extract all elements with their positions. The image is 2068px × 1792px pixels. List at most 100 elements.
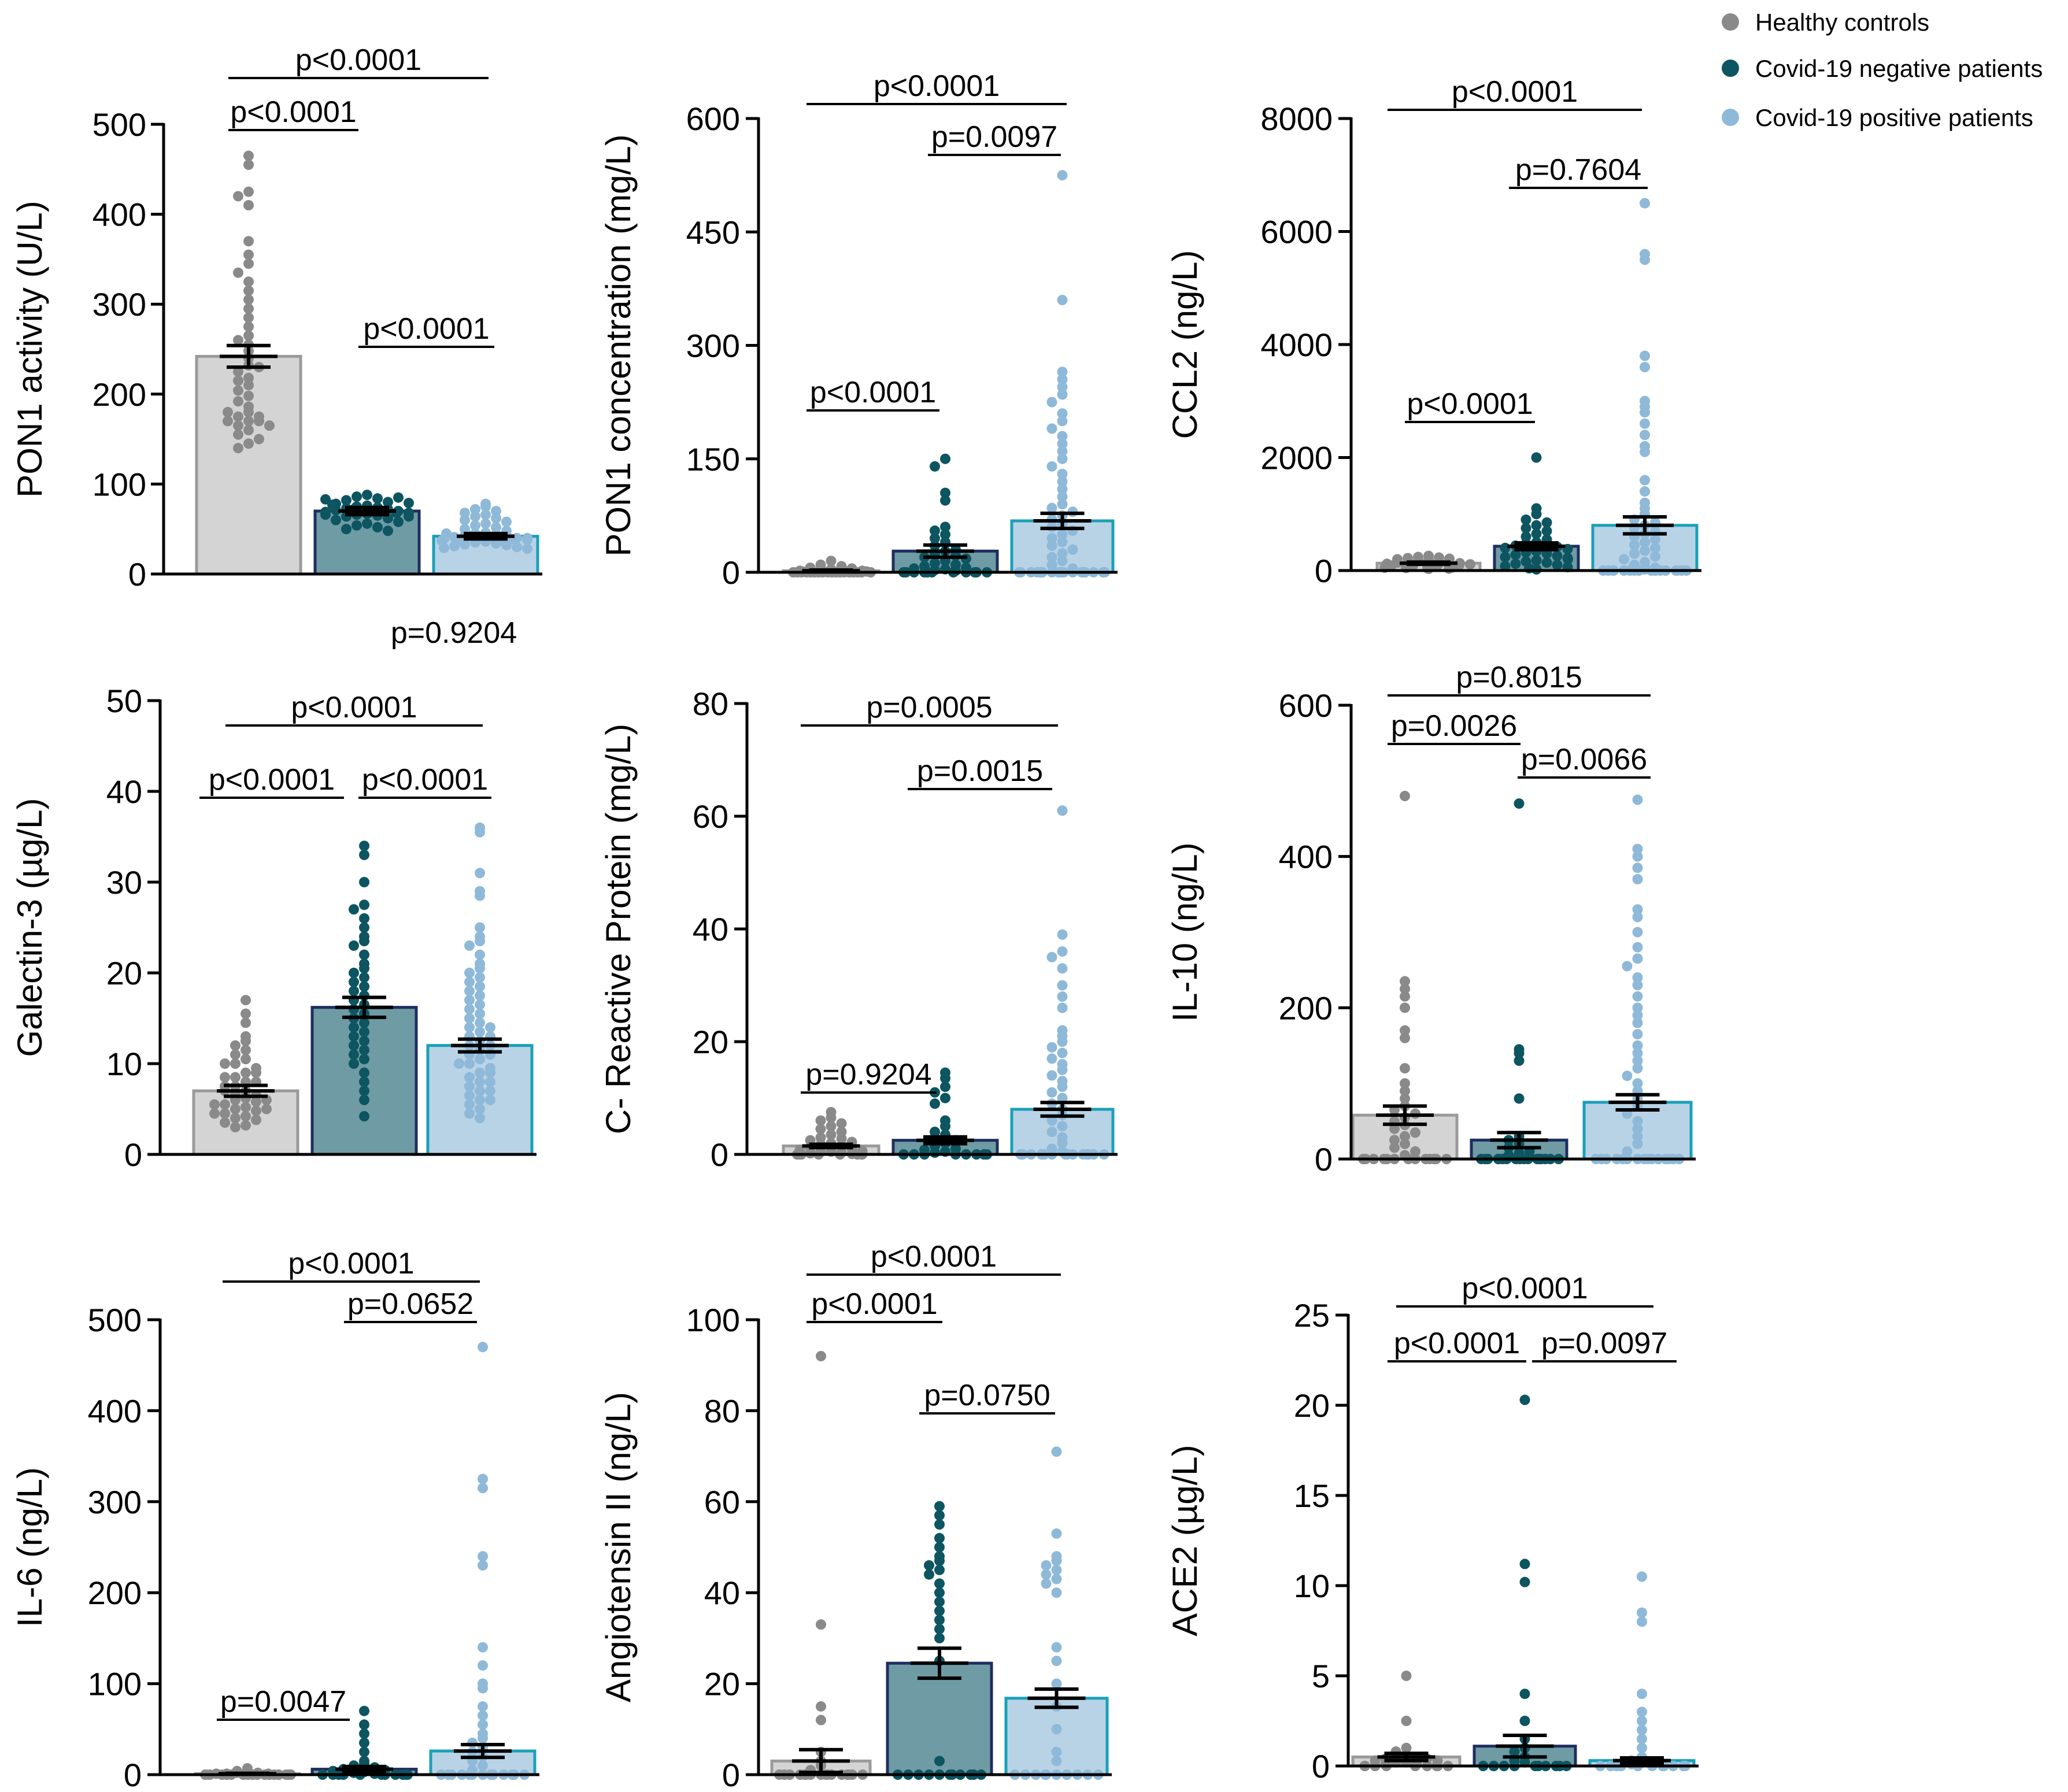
data-point-4-2-11 [1046,1042,1057,1053]
data-point-6-1-3 [359,1737,369,1748]
y-tick-label-8-0: 0 [1312,1748,1330,1784]
data-point-2-0-14 [1465,559,1475,570]
data-point-5-0-10 [1400,1093,1410,1104]
data-point-8-1-1 [1519,1558,1530,1569]
p-value-label-6-2: p=0.0047 [220,1685,346,1719]
p-value-label-7-2: p=0.0750 [924,1379,1050,1412]
y-axis-label-6: IL-6 (ng/L) [10,1467,49,1627]
data-point-3-2-13 [475,972,485,983]
data-point-4-2-10 [1057,1036,1068,1047]
data-point-2-1-30 [1510,558,1521,569]
data-point-8-2-0 [1637,1571,1647,1582]
data-point-2-1-23 [1552,550,1563,561]
data-point-4-2-12 [1057,1047,1068,1058]
data-point-0-0-33 [254,434,264,445]
data-point-2-1-29 [1541,557,1552,568]
data-point-0-0-12 [243,303,254,314]
y-tick-label-5-1: 200 [1279,990,1333,1026]
data-point-0-0-1 [243,160,254,171]
data-point-0-1-25 [341,524,352,535]
data-point-2-1-2 [1531,509,1542,520]
data-point-3-2-8 [464,940,475,951]
data-point-2-2-9 [1640,430,1650,440]
data-point-3-2-47 [454,1058,464,1069]
data-point-3-1-35 [359,1076,369,1087]
data-point-3-2-40 [475,1094,485,1105]
data-point-5-2-28 [1632,1116,1643,1127]
data-point-3-2-16 [464,986,475,997]
y-tick-label-4-0: 0 [711,1136,728,1173]
data-point-4-1-7 [940,1121,950,1132]
data-point-4-0-4 [826,1121,837,1132]
data-point-5-0-23 [1410,1146,1420,1157]
legend-marker-0 [1722,13,1739,31]
p-value-label-6-0: p<0.0001 [288,1247,414,1280]
data-point-3-2-21 [475,1008,485,1019]
data-point-3-0-24 [251,1105,261,1116]
data-point-1-2-14 [1046,461,1057,472]
p-value-label-5-1: p=0.0026 [1391,709,1517,743]
data-point-7-2-8 [1041,1578,1052,1589]
legend-label-0: Healthy controls [1755,9,1929,36]
error-bar-5-2 [1608,1093,1667,1112]
data-point-0-0-30 [233,420,243,431]
p-value-label-0-1: p<0.0001 [230,95,356,129]
data-point-6-2-2 [478,1483,488,1494]
data-point-2-2-28 [1640,545,1650,556]
legend-marker-1 [1722,60,1739,77]
y-tick-label-4-1: 20 [693,1024,728,1060]
data-point-8-2-3 [1637,1689,1647,1700]
data-point-3-1-30 [359,1045,369,1056]
data-point-1-2-2 [1057,366,1068,377]
data-point-3-1-4 [349,904,359,915]
data-point-2-2-3 [1640,350,1650,361]
data-point-3-2-18 [464,995,475,1006]
data-point-2-1-22 [1510,549,1521,560]
y-tick-label-1-2: 300 [686,328,740,364]
data-point-7-2-11 [1051,1656,1062,1667]
data-point-3-0-20 [251,1096,261,1107]
data-point-0-0-14 [243,321,254,332]
chart-panel-4: 0 20 40 60 80 C- Reactive Protein (mg/L) p=0.0… [599,686,1118,1173]
y-tick-label-8-2: 10 [1294,1568,1330,1604]
y-tick-label-4-4: 80 [693,686,728,722]
data-point-7-1-2 [934,1519,945,1530]
data-point-2-2-8 [1640,418,1650,429]
error-bar-8-0 [1377,1752,1436,1763]
error-bar-4-0 [802,1142,860,1150]
error-bar-8-2 [1613,1756,1671,1765]
data-point-3-1-15 [349,976,359,987]
legend: Healthy controls Covid-19 negative patien… [1722,9,2043,131]
data-point-3-2-19 [475,999,485,1010]
y-tick-label-7-1: 20 [704,1666,740,1702]
data-point-4-2-2 [1057,946,1068,957]
data-point-1-2-35 [1046,559,1057,570]
error-bar-7-0 [792,1747,850,1775]
data-point-3-2-44 [475,1113,485,1124]
y-tick-label-0-2: 200 [93,376,146,413]
data-point-0-0-8 [233,267,243,278]
data-point-3-2-35 [464,1072,475,1083]
chart-panel-1: 0 150 300 450 600 PON1 concentration (mg/L) p<… [599,69,1118,591]
data-point-1-2-3 [1057,374,1068,385]
y-tick-label-7-0: 0 [722,1757,740,1792]
data-point-0-0-29 [243,416,254,427]
p-value-label-4-1: p=0.0015 [917,754,1043,788]
p-value-label-2-1: p=0.7604 [1515,153,1641,187]
y-axis-label-3: Galectin-3 (µg/L) [10,798,49,1057]
data-point-0-0-23 [233,385,243,396]
data-point-2-1-6 [1521,523,1531,534]
data-point-3-0-27 [230,1113,241,1124]
error-bar-5-1 [1490,1131,1548,1150]
data-point-7-1-9 [924,1569,934,1580]
data-point-3-2-25 [475,1027,485,1038]
data-point-5-1-0 [1514,798,1525,809]
data-point-1-2-17 [1057,484,1068,495]
error-bar-0-2 [457,531,515,541]
data-point-6-1-2 [359,1728,369,1739]
y-tick-label-8-5: 25 [1294,1297,1330,1334]
y-tick-label-1-1: 150 [686,441,740,477]
data-point-3-2-4 [475,890,485,901]
y-tick-label-0-0: 0 [128,556,146,593]
y-tick-label-4-2: 40 [693,911,728,947]
